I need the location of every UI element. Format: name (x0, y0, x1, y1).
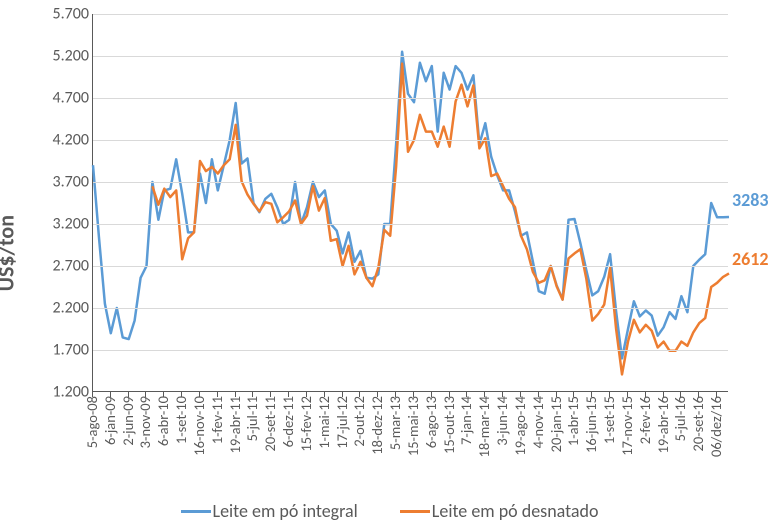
x-tick-label: 17-jul-12 (333, 396, 351, 449)
x-tick-label: 5-ago-08 (83, 396, 101, 448)
x-tick-label: 2-out-12 (350, 396, 368, 447)
x-tick-label: 2-fev-16 (636, 396, 654, 444)
legend-item-integral: Leite em pó integral (181, 500, 358, 522)
gridline (93, 98, 728, 99)
y-tick-label: 3.200 (33, 215, 89, 234)
x-tick-label: 3-jun-14 (493, 396, 511, 446)
series-end-label: 3283 (732, 189, 769, 211)
x-tick-label: 6-abr-10 (154, 396, 172, 446)
legend-label-desnatado: Leite em pó desnatado (432, 500, 599, 522)
x-tick-label: 15-fev-12 (297, 396, 315, 452)
y-tick-label: 5.200 (33, 47, 89, 66)
gridline (93, 182, 728, 183)
gridline (93, 266, 728, 267)
y-tick-label: 2.200 (33, 299, 89, 318)
x-tick-label: 18-mar-14 (475, 396, 493, 457)
y-tick-label: 1.700 (33, 341, 89, 360)
y-tick-label: 3.700 (33, 173, 89, 192)
x-tick-label: 15-mai-13 (404, 396, 422, 456)
milk-powder-price-chart: US$/ton Leite em pó integral Leite em pó… (0, 0, 779, 528)
x-tick-label: 1-fev-11 (208, 396, 226, 444)
x-tick-label: 5-jul-11 (243, 396, 261, 441)
x-tick-label: 1-set-10 (172, 396, 190, 444)
y-tick-label: 5.700 (33, 5, 89, 24)
y-tick-label: 4.200 (33, 131, 89, 150)
x-tick-label: 1-mai-12 (315, 396, 333, 449)
x-tick-label: 20-set-16 (689, 396, 707, 452)
x-tick-label: 4-nov-14 (529, 396, 547, 448)
gridline (93, 224, 728, 225)
legend-swatch-integral (181, 510, 211, 513)
x-tick-label: 2-jun-09 (119, 396, 137, 446)
gridline (93, 14, 728, 15)
series-end-label: 2612 (732, 248, 769, 270)
gridline (93, 350, 728, 351)
legend-item-desnatado: Leite em pó desnatado (400, 500, 599, 522)
x-tick-label: 06/dez/16 (707, 396, 725, 457)
y-tick-label: 1.200 (33, 383, 89, 402)
gridline (93, 308, 728, 309)
y-tick-label: 2.700 (33, 257, 89, 276)
x-tick-label: 6-dez-11 (279, 396, 297, 447)
line-series-svg (93, 14, 729, 392)
x-tick-label: 5-mar-13 (386, 396, 404, 450)
gridline (93, 140, 728, 141)
legend: Leite em pó integral Leite em pó desnata… (0, 500, 779, 522)
legend-swatch-desnatado (400, 510, 430, 513)
x-tick-label: 16-nov-10 (190, 396, 208, 456)
x-tick-label: 6-jan-09 (101, 396, 119, 445)
x-tick-label: 16-jun-15 (582, 396, 600, 453)
gridline (93, 56, 728, 57)
x-tick-label: 1-set-15 (600, 396, 618, 444)
x-tick-label: 19-abr-16 (654, 396, 672, 453)
x-tick-label: 6-ago-13 (422, 396, 440, 448)
x-tick-label: 18-dez-12 (368, 396, 386, 455)
y-axis-title: US$/ton (0, 215, 20, 291)
x-tick-label: 20-jan-15 (547, 396, 565, 452)
plot-area (92, 14, 728, 392)
x-tick-label: 17-nov-15 (618, 396, 636, 456)
x-tick-label: 5-jul-16 (671, 396, 689, 441)
x-tick-label: 19-ago-14 (511, 396, 529, 456)
x-tick-label: 19-abr-11 (226, 396, 244, 453)
y-tick-label: 4.700 (33, 89, 89, 108)
x-tick-label: 7-jan-14 (457, 396, 475, 445)
x-tick-label: 20-set-11 (261, 396, 279, 452)
legend-label-integral: Leite em pó integral (213, 500, 358, 522)
x-tick-label: 15-out-13 (440, 396, 458, 454)
x-tick-label: 3-nov-09 (136, 396, 154, 448)
x-tick-label: 1-abr-15 (564, 396, 582, 446)
